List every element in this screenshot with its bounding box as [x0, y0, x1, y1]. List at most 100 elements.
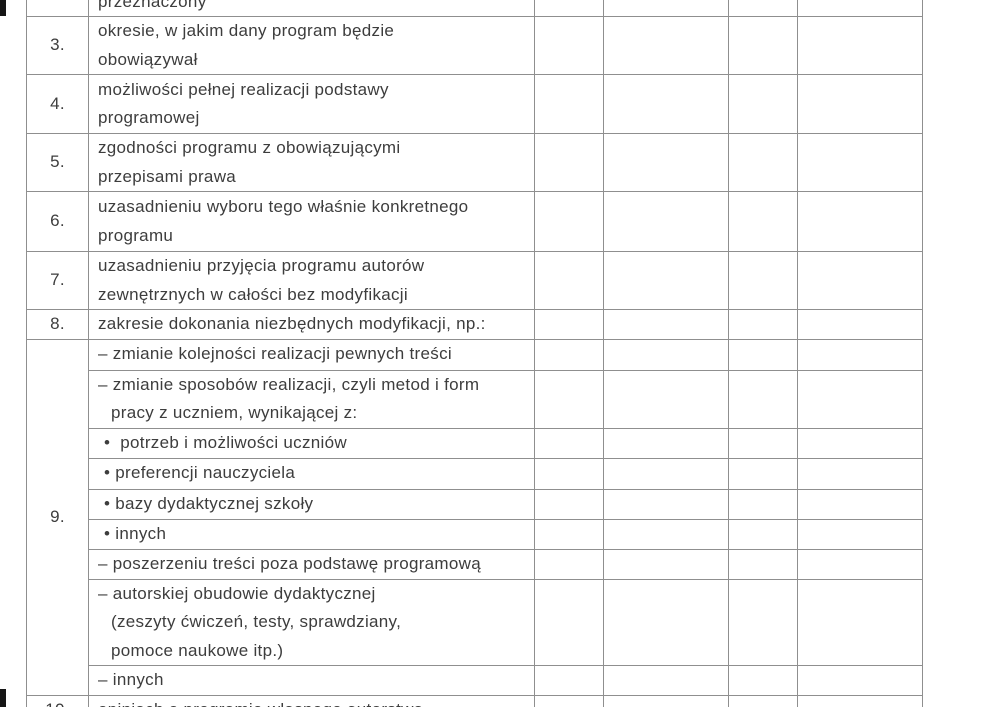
table-row: 5. zgodności programu z obowiązującymi prz… [26, 133, 923, 192]
table-subrow: 9. – zmianie kolejności realizacji pewnyc… [26, 338, 923, 696]
empty-cell [534, 191, 604, 252]
text-line: – autorskiej obudowie dydaktycznej [98, 583, 376, 603]
empty-cell [534, 488, 604, 520]
empty-cell [797, 309, 923, 340]
table-subrow: • potrzeb i możliwości uczniów [27, 427, 923, 459]
empty-cell [728, 578, 798, 666]
empty-cell [534, 578, 604, 666]
text-line: zakresie dokonania niezbędnych modyfikac… [98, 314, 486, 333]
text-line: – zmianie kolejności realizacji pewnych … [98, 344, 452, 364]
row-text-cell: uzasadnieniu wyboru tego właśnie konkret… [88, 191, 535, 252]
row-text-cell: możliwości pełnej realizacji podstawy pro… [88, 74, 535, 134]
empty-cell [797, 548, 923, 580]
text-line: – poszerzeniu treści poza podstawę progr… [98, 553, 481, 573]
empty-cell [534, 0, 604, 17]
empty-cell [534, 695, 604, 707]
checklist-table-body: przeznaczony 3. okresie, w jakim dany prog… [26, 0, 923, 707]
empty-cell [603, 338, 729, 371]
empty-cell [603, 695, 729, 707]
text-line: przepisami prawa [98, 166, 237, 186]
empty-cell [728, 518, 798, 550]
table-subrow: – zmianie sposobów realizacji, czyli met… [27, 369, 923, 429]
empty-cell [797, 251, 923, 310]
row-number-cell: 5. [26, 133, 89, 192]
empty-cell [534, 548, 604, 580]
text-line: • bazy dydaktycznej szkoły [104, 493, 314, 513]
empty-cell [728, 74, 798, 134]
text-line: uzasadnieniu wyboru tego właśnie konkret… [98, 197, 469, 216]
empty-cell [603, 578, 729, 666]
left-edge-marker-top [0, 0, 6, 16]
left-edge-marker-bottom [0, 689, 6, 707]
empty-cell [728, 191, 798, 252]
table-subrow: – poszerzeniu treści poza podstawę progr… [27, 548, 923, 580]
row-text-cell: opiniach o programie własnego autorstwa [88, 695, 535, 707]
empty-cell [534, 16, 604, 75]
empty-cell [728, 16, 798, 75]
row-number-cell: 8. [26, 309, 89, 340]
empty-cell [534, 665, 604, 696]
text-line: pracy z uczniem, wynikającej z: [111, 403, 358, 422]
empty-cell [603, 548, 729, 580]
empty-cell [797, 427, 923, 459]
checklist-table: przeznaczony 3. okresie, w jakim dany prog… [26, 0, 923, 707]
table-subrow: • preferencji nauczyciela [27, 457, 923, 490]
empty-cell [603, 309, 729, 340]
row-number-cell: 4. [26, 74, 89, 134]
empty-cell [603, 251, 729, 310]
empty-cell [797, 695, 923, 707]
table-subrow: – autorskiej obudowie dydaktycznej (zeszy… [27, 578, 923, 666]
empty-cell [603, 0, 729, 17]
row-number-cell: 9. [26, 338, 89, 696]
empty-cell [728, 369, 798, 429]
empty-cell [728, 0, 798, 17]
table-row: 6. uzasadnieniu wyboru tego właśnie konkr… [26, 191, 923, 252]
empty-cell [797, 74, 923, 134]
row-number-cell: 3. [26, 16, 89, 75]
empty-cell [534, 518, 604, 550]
empty-cell [797, 665, 923, 696]
empty-cell [797, 338, 923, 371]
empty-cell [797, 16, 923, 75]
empty-cell [728, 695, 798, 707]
row-text-cell: – autorskiej obudowie dydaktycznej (zeszy… [88, 578, 535, 666]
text-line: zewnętrznych w całości bez modyfikacji [98, 284, 408, 304]
text-line: przeznaczony [98, 0, 207, 11]
empty-cell [728, 251, 798, 310]
row-text-cell: przeznaczony [88, 0, 535, 17]
row-text-cell: – innych [88, 665, 535, 696]
empty-cell [603, 191, 729, 252]
empty-cell [797, 457, 923, 490]
row-text-cell: • preferencji nauczyciela [88, 457, 535, 490]
empty-cell [534, 369, 604, 429]
row-text-cell: – poszerzeniu treści poza podstawę progr… [88, 548, 535, 580]
text-line: programu [98, 225, 174, 245]
empty-cell [534, 133, 604, 192]
empty-cell [797, 518, 923, 550]
empty-cell [534, 457, 604, 490]
empty-cell [797, 0, 923, 17]
text-line: • innych [104, 523, 167, 543]
empty-cell [728, 457, 798, 490]
table-subrow: • innych [27, 518, 923, 550]
text-line: uzasadnieniu przyjęcia programu autorów [98, 256, 425, 275]
empty-cell [728, 427, 798, 459]
row-number-cell: 6. [26, 191, 89, 252]
empty-cell [534, 427, 604, 459]
empty-cell [603, 369, 729, 429]
table-subrow: • bazy dydaktycznej szkoły [27, 488, 923, 520]
table-row: 10. opiniach o programie własnego autorst… [26, 695, 923, 707]
empty-cell [797, 191, 923, 252]
table-row: 4. możliwości pełnej realizacji podstawy p… [26, 74, 923, 134]
table-subrow: – innych [27, 665, 923, 696]
empty-cell [534, 251, 604, 310]
empty-cell [728, 133, 798, 192]
empty-cell [603, 457, 729, 490]
row-text-cell: uzasadnieniu przyjęcia programu autorów z… [88, 251, 535, 310]
text-line: – zmianie sposobów realizacji, czyli met… [98, 374, 480, 394]
row-number-cell [26, 0, 89, 17]
text-line: (zeszyty ćwiczeń, testy, sprawdziany, [111, 612, 402, 631]
empty-cell [728, 488, 798, 520]
row-text-cell: zgodności programu z obowiązującymi przep… [88, 133, 535, 192]
